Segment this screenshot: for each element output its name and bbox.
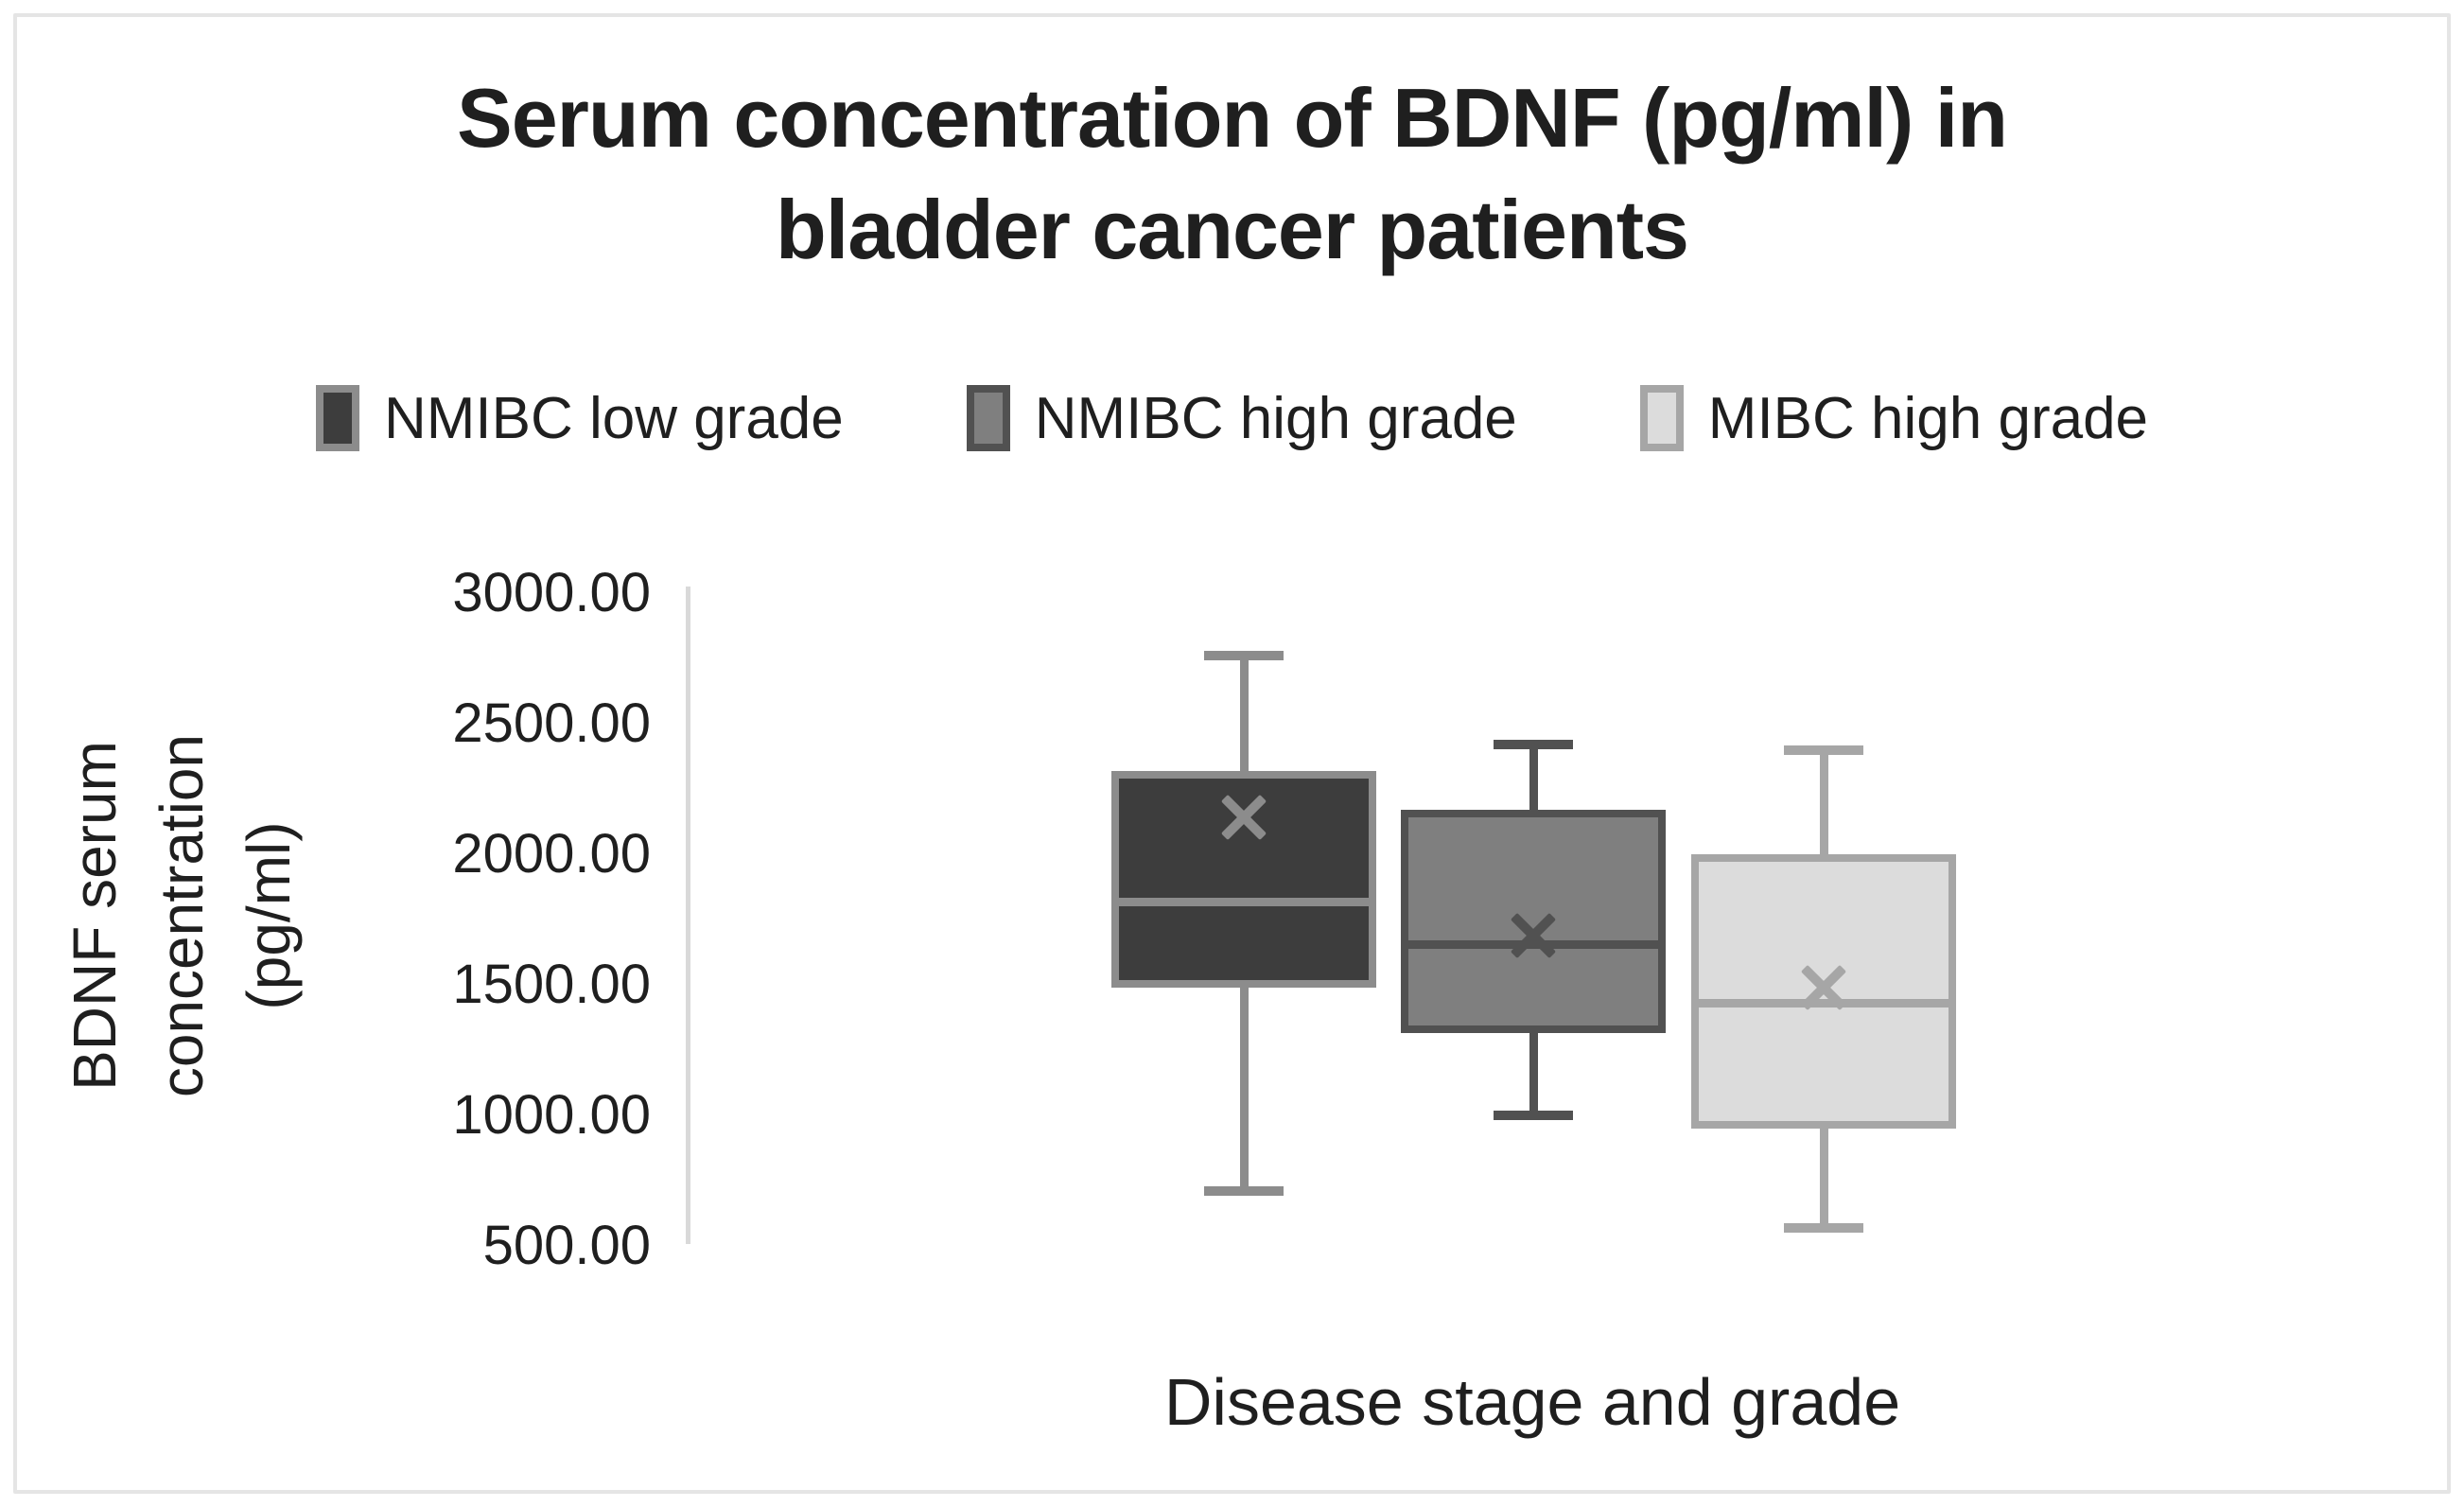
whisker-top-cap: [1784, 745, 1863, 755]
whisker-bottom-line: [1820, 1128, 1828, 1228]
legend-swatch-light-gray: [1639, 385, 1684, 451]
iqr-box: [1111, 770, 1376, 988]
whisker-top-cap: [1204, 651, 1284, 661]
whisker-bottom-cap: [1494, 1111, 1573, 1120]
chart-title-line1: Serum concentration of BDNF (pg/ml) in: [457, 71, 2008, 165]
legend-label: MIBC high grade: [1707, 385, 2149, 451]
y-tick-label: 1000.00: [452, 1084, 651, 1146]
chart-title: Serum concentration of BDNF (pg/ml) in b…: [0, 62, 2464, 286]
median-line: [1699, 999, 1948, 1008]
whisker-bottom-cap: [1204, 1186, 1284, 1197]
iqr-box: [1401, 810, 1666, 1034]
y-tick-label: 500.00: [482, 1215, 651, 1276]
median-line: [1408, 940, 1658, 950]
y-axis-line: [686, 587, 690, 1244]
median-line: [1119, 897, 1369, 906]
y-tick-label: 1500.00: [452, 954, 651, 1015]
y-tick-label: 2000.00: [452, 823, 651, 885]
whisker-top-cap: [1494, 740, 1573, 750]
whisker-bottom-line: [1529, 1033, 1538, 1115]
whisker-bottom-cap: [1784, 1222, 1863, 1233]
mean-x-marker: [1796, 960, 1851, 1015]
mean-x-marker: [1216, 790, 1271, 845]
legend-item-nmibc-high-grade: NMIBC high grade: [966, 385, 1517, 452]
legend-item-nmibc-low-grade: NMIBC low grade: [315, 385, 844, 452]
whisker-top-line: [1240, 656, 1249, 771]
legend-swatch-dark-gray: [315, 385, 359, 451]
chart-title-line2: bladder cancer patients: [776, 183, 1689, 276]
legend-label: NMIBC high grade: [1034, 385, 1517, 451]
whisker-top-line: [1820, 749, 1828, 854]
whisker-bottom-line: [1240, 987, 1249, 1192]
legend-swatch-medium-gray: [966, 385, 1010, 451]
whisker-top-line: [1529, 745, 1538, 811]
legend: NMIBC low grade NMIBC high grade MIBC hi…: [0, 377, 2464, 460]
legend-item-mibc-high-grade: MIBC high grade: [1639, 385, 2149, 452]
y-tick-label: 2500.00: [452, 692, 651, 754]
legend-label: NMIBC low grade: [383, 385, 844, 451]
mean-x-marker: [1506, 908, 1561, 963]
y-tick-label: 3000.00: [452, 562, 651, 623]
x-axis-title: Disease stage and grade: [1163, 1365, 1901, 1439]
